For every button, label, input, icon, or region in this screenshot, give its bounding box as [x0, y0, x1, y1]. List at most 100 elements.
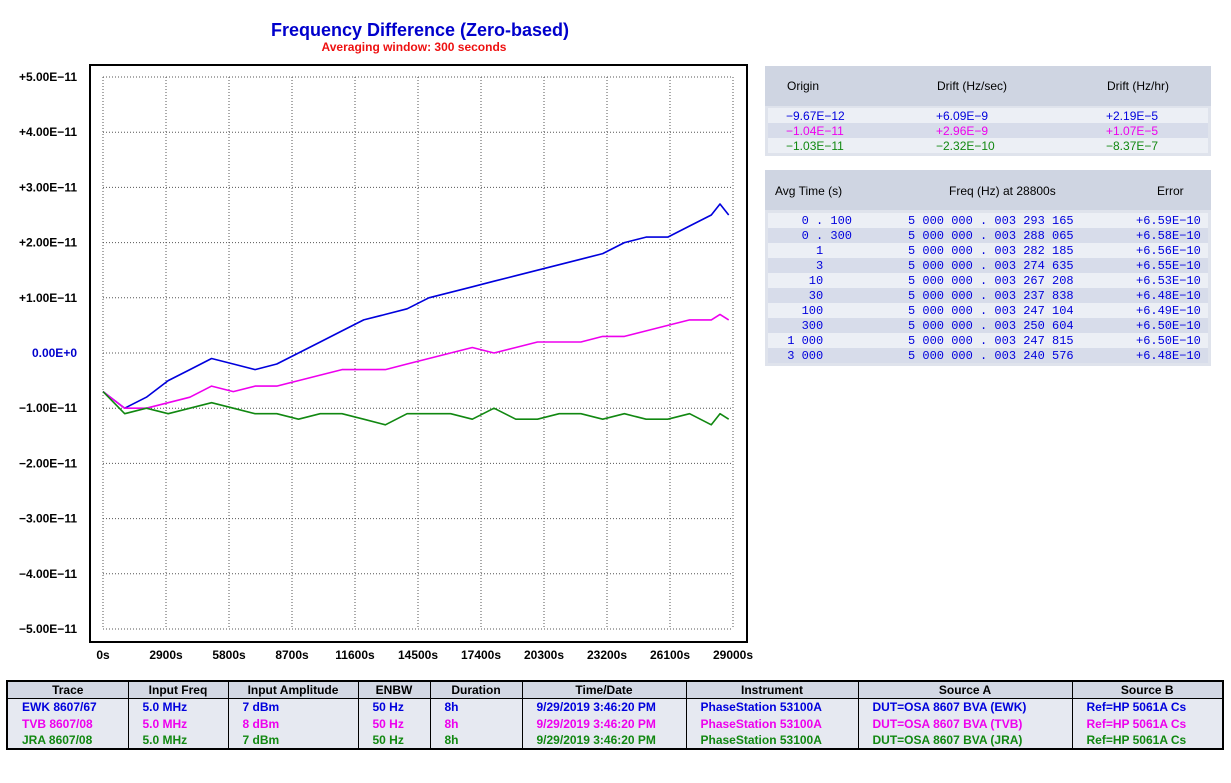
y-tick-label: 0.00E+0: [32, 346, 77, 360]
y-axis-ticks: +5.00E−11 +4.00E−11 +3.00E−11 +2.00E−11 +1.0…: [19, 70, 77, 636]
avg-cell-avg: 300: [780, 319, 853, 333]
drift-cell-hz-hr: +2.19E−5: [1106, 109, 1159, 123]
trace-cell: 8h: [429, 698, 522, 716]
avg-row: 10 5 000 000 . 003 267 208 +6.53E−10: [768, 273, 1208, 288]
avg-cell-err: +6.48E−10: [1136, 289, 1201, 303]
drift-row: −9.67E−12 +6.09E−9 +2.19E−5: [768, 108, 1208, 123]
avg-cell-err: +6.50E−10: [1136, 334, 1201, 348]
trace-cell: 50 Hz: [357, 715, 430, 732]
y-tick-label: +4.00E−11: [19, 125, 77, 139]
trace-cell: 9/29/2019 3:46:20 PM: [521, 715, 686, 732]
drift-header-origin: Origin: [787, 79, 820, 93]
drift-header-hz-sec: Drift (Hz/sec): [937, 79, 1007, 93]
trace-cell: EWK 8607/67: [22, 700, 97, 715]
x-tick-label: 20300s: [524, 648, 564, 662]
trace-cell: Ref=HP 5061A Cs: [1071, 731, 1222, 748]
avg-cell-err: +6.48E−10: [1136, 349, 1201, 363]
trace-header-6: Instrument: [685, 682, 858, 699]
trace-cell: 9/29/2019 3:46:20 PM: [521, 731, 686, 748]
avg-cell-avg: 0 . 300: [780, 229, 853, 243]
avg-cell-avg: 1 000: [780, 334, 853, 348]
trace-cell: 5.0 MHz: [127, 698, 228, 716]
drift-cell-hz-sec: +6.09E−9: [936, 109, 989, 123]
avg-cell-freq: 5 000 000 . 003 282 185: [908, 244, 1074, 258]
x-tick-label: 17400s: [461, 648, 501, 662]
x-tick-label: 11600s: [335, 648, 375, 662]
trace-cell: 5.0 MHz: [127, 715, 228, 732]
chart-title: Frequency Difference (Zero-based): [271, 20, 569, 40]
y-tick-label: −4.00E−11: [19, 567, 77, 581]
avg-cell-avg: 100: [780, 304, 853, 318]
series-lines: [102, 203, 730, 426]
drift-cell-origin: −1.03E−11: [786, 139, 844, 153]
drift-row: −1.03E−11 −2.32E−10 −8.37E−7: [768, 138, 1208, 153]
y-tick-label: +3.00E−11: [19, 180, 77, 194]
drift-cell-hz-sec: −2.32E−10: [936, 139, 995, 153]
y-tick-label: +5.00E−11: [19, 70, 77, 84]
trace-cell: DUT=OSA 8607 BVA (TVB): [857, 715, 1072, 732]
drift-cell-origin: −9.67E−12: [786, 109, 845, 123]
avg-row: 1 000 5 000 000 . 003 247 815 +6.50E−10: [768, 333, 1208, 348]
y-tick-label: −3.00E−11: [19, 512, 77, 526]
avg-cell-freq: 5 000 000 . 003 293 165: [908, 214, 1074, 228]
avg-cell-err: +6.56E−10: [1136, 244, 1201, 258]
x-tick-label: 0s: [96, 648, 110, 662]
trace-cell: PhaseStation 53100A: [685, 731, 858, 748]
trace-header-0: Trace: [8, 682, 128, 699]
x-axis-ticks: 0s 2900s 5800s 8700s 11600s 14500s 17400s 20300…: [96, 648, 753, 662]
avg-cell-err: +6.50E−10: [1136, 319, 1201, 333]
chart-subtitle: Averaging window: 300 seconds: [322, 40, 507, 54]
drift-panel-header: Origin Drift (Hz/sec) Drift (Hz/hr): [765, 66, 1211, 106]
avg-cell-err: +6.49E−10: [1136, 304, 1201, 318]
avg-cell-avg: 30: [780, 289, 853, 303]
x-tick-label: 8700s: [275, 648, 309, 662]
avg-cell-freq: 5 000 000 . 003 247 815: [908, 334, 1074, 348]
trace-header-3: ENBW: [357, 682, 430, 699]
drift-header-hz-hr: Drift (Hz/hr): [1107, 79, 1169, 93]
avg-cell-avg: 3 000: [780, 349, 853, 363]
trace-cell: Ref=HP 5061A Cs: [1071, 698, 1222, 716]
avg-cell-freq: 5 000 000 . 003 247 104: [908, 304, 1074, 318]
trace-cell: 7 dBm: [227, 698, 358, 716]
avg-cell-avg: 3: [780, 259, 853, 273]
drift-cell-hz-sec: +2.96E−9: [936, 124, 989, 138]
trace-cell: 50 Hz: [357, 698, 430, 716]
avg-row: 0 . 300 5 000 000 . 003 288 065 +6.58E−10: [768, 228, 1208, 243]
avg-cell-avg: 1: [780, 244, 853, 258]
avg-cell-freq: 5 000 000 . 003 237 838: [908, 289, 1074, 303]
trace-cell: Ref=HP 5061A Cs: [1071, 715, 1222, 732]
avg-cell-err: +6.55E−10: [1136, 259, 1201, 273]
trace-row: TVB 8607/08 5.0 MHz 8 dBm 50 Hz 8h 9/29/2019 …: [8, 715, 1222, 732]
trace-cell: 50 Hz: [357, 731, 430, 748]
avg-row: 0 . 100 5 000 000 . 003 293 165 +6.59E−10: [768, 213, 1208, 228]
y-tick-label: +2.00E−11: [19, 236, 77, 250]
drift-cell-hz-hr: +1.07E−5: [1106, 124, 1159, 138]
trace-cell: DUT=OSA 8607 BVA (EWK): [857, 698, 1072, 716]
avg-cell-err: +6.59E−10: [1136, 214, 1201, 228]
avg-row: 3 000 5 000 000 . 003 240 576 +6.48E−10: [768, 348, 1208, 363]
avg-cell-freq: 5 000 000 . 003 288 065: [908, 229, 1074, 243]
avg-row: 30 5 000 000 . 003 237 838 +6.48E−10: [768, 288, 1208, 303]
avg-row: 1 5 000 000 . 003 282 185 +6.56E−10: [768, 243, 1208, 258]
trace-cell: 8h: [429, 731, 522, 748]
x-tick-label: 5800s: [212, 648, 246, 662]
trace-cell: 8h: [429, 715, 522, 732]
avg-time-panel: Avg Time (s) Freq (Hz) at 28800s Error 0…: [765, 170, 1211, 366]
grid-lines: [102, 76, 734, 630]
frequency-difference-chart: Frequency Difference (Zero-based) Averag…: [19, 20, 753, 662]
trace-header-4: Duration: [429, 682, 522, 699]
avg-header-error: Error: [1157, 184, 1184, 198]
trace-cell: 8 dBm: [227, 715, 358, 732]
avg-cell-err: +6.58E−10: [1136, 229, 1201, 243]
y-tick-label: −1.00E−11: [19, 401, 77, 415]
avg-cell-err: +6.53E−10: [1136, 274, 1201, 288]
trace-header-8: Source B: [1071, 682, 1222, 699]
trace-cell: 5.0 MHz: [127, 731, 228, 748]
avg-cell-freq: 5 000 000 . 003 250 604: [908, 319, 1074, 333]
series-line-3: [102, 391, 730, 426]
trace-cell: DUT=OSA 8607 BVA (JRA): [857, 731, 1072, 748]
avg-cell-freq: 5 000 000 . 003 274 635: [908, 259, 1074, 273]
trace-header-7: Source A: [857, 682, 1072, 699]
drift-panel: Origin Drift (Hz/sec) Drift (Hz/hr) −9.6…: [765, 66, 1211, 156]
drift-cell-hz-hr: −8.37E−7: [1106, 139, 1159, 153]
